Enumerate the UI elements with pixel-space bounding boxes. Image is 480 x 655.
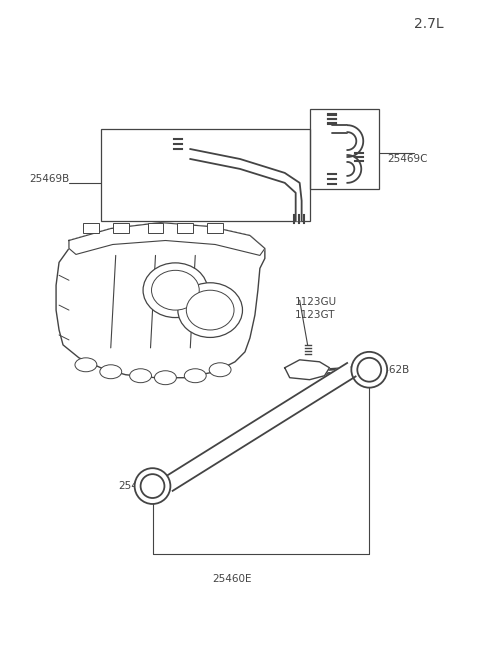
Bar (178, 223, 193, 233)
Text: 25469C: 25469C (387, 154, 428, 164)
Bar (113, 223, 129, 233)
Polygon shape (164, 363, 356, 491)
Circle shape (351, 352, 387, 388)
Ellipse shape (130, 369, 152, 383)
Text: 1123GT: 1123GT (295, 310, 335, 320)
Bar (83, 223, 99, 233)
Polygon shape (190, 149, 301, 221)
Ellipse shape (209, 363, 231, 377)
Polygon shape (69, 223, 265, 255)
Ellipse shape (184, 369, 206, 383)
Circle shape (141, 474, 165, 498)
Ellipse shape (155, 371, 176, 384)
Ellipse shape (100, 365, 122, 379)
Text: 25469B: 25469B (29, 174, 70, 184)
Polygon shape (285, 360, 329, 380)
Circle shape (357, 358, 381, 382)
Text: 25460E: 25460E (212, 574, 252, 584)
Text: 1123GU: 1123GU (295, 297, 337, 307)
Ellipse shape (143, 263, 208, 318)
Text: 25462B: 25462B (369, 365, 409, 375)
Circle shape (134, 468, 170, 504)
Polygon shape (56, 223, 265, 378)
Text: 2.7L: 2.7L (414, 17, 444, 31)
Bar (101, 129, 310, 221)
Ellipse shape (186, 290, 234, 330)
Ellipse shape (152, 271, 199, 310)
Polygon shape (348, 155, 361, 183)
Text: 25462B: 25462B (119, 481, 159, 491)
Bar (207, 223, 223, 233)
Bar (147, 223, 164, 233)
Polygon shape (348, 125, 363, 157)
Bar (310, 109, 379, 189)
Ellipse shape (178, 283, 242, 337)
Ellipse shape (75, 358, 97, 372)
